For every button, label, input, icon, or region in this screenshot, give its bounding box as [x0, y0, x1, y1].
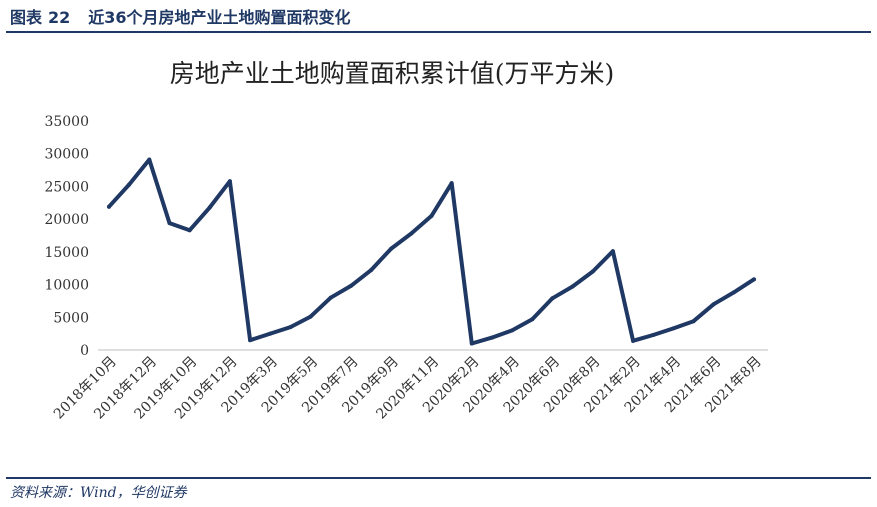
- figure-title: 近36个月房地产业土地购置面积变化: [88, 8, 351, 27]
- data-point: [691, 319, 696, 324]
- data-point: [167, 221, 172, 226]
- data-point: [389, 246, 394, 251]
- y-tick-label: 35000: [44, 114, 89, 130]
- data-point: [288, 325, 293, 330]
- y-tick-label: 0: [80, 343, 89, 359]
- data-point: [489, 335, 494, 340]
- data-point: [248, 338, 253, 343]
- figure-header: 图表 22 近36个月房地产业土地购置面积变化: [10, 4, 351, 30]
- data-point: [651, 332, 656, 337]
- y-tick-label: 25000: [44, 179, 89, 195]
- data-point: [107, 204, 111, 209]
- data-point: [268, 331, 273, 336]
- data-point: [610, 249, 615, 254]
- data-point: [752, 277, 756, 282]
- data-point: [207, 205, 212, 210]
- data-point: [369, 268, 374, 273]
- data-points: [107, 157, 756, 346]
- data-point: [348, 283, 353, 288]
- data-point: [187, 228, 192, 233]
- data-point: [227, 179, 232, 184]
- data-point: [550, 296, 555, 301]
- chart-title: 房地产业土地购置面积累计值(万平方米): [170, 59, 615, 88]
- data-point: [328, 295, 333, 300]
- data-point: [429, 213, 434, 218]
- y-tick-label: 5000: [53, 310, 89, 326]
- series-line: [107, 157, 756, 346]
- data-point: [731, 290, 736, 295]
- source-name: Wind，华创证券: [80, 485, 187, 501]
- data-point: [590, 269, 595, 274]
- data-point: [530, 317, 535, 322]
- source-prefix: 资料来源：: [10, 485, 80, 501]
- data-point: [570, 284, 575, 289]
- data-point: [449, 181, 454, 186]
- figure-label: 图表: [10, 8, 43, 27]
- figure-number: 22: [48, 8, 71, 27]
- y-tick-label: 20000: [44, 212, 89, 228]
- footer-rule: [6, 477, 871, 479]
- data-point: [147, 157, 152, 162]
- data-point: [409, 231, 414, 236]
- data-point: [671, 326, 676, 331]
- source-note: 资料来源：Wind，华创证券: [10, 482, 187, 502]
- y-tick-label: 10000: [44, 278, 89, 294]
- data-point: [469, 341, 474, 346]
- y-tick-label: 30000: [44, 147, 89, 163]
- data-point: [711, 302, 716, 307]
- y-tick-label: 15000: [44, 245, 89, 261]
- data-point: [127, 182, 132, 187]
- data-point: [308, 314, 313, 319]
- data-point: [510, 328, 515, 333]
- data-point: [631, 338, 636, 343]
- x-axis: 2018年10月2018年12月2019年10月2019年12月2019年3月2…: [51, 354, 765, 423]
- y-axis: 0 5000 10000 15000 20000 25000 30000 35000: [44, 114, 89, 359]
- header-rule: [6, 31, 871, 33]
